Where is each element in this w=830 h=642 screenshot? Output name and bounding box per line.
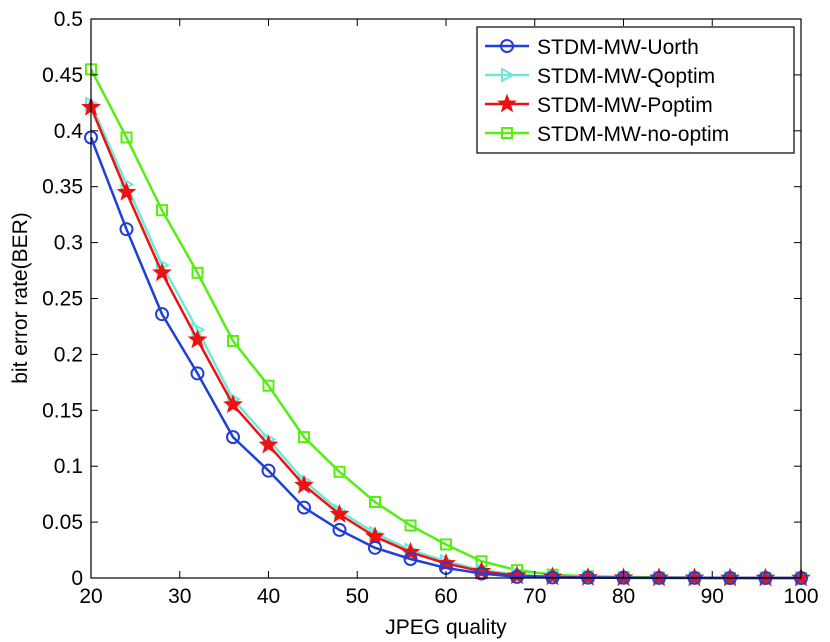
data-point <box>294 474 314 494</box>
legend-entry: STDM-MW-no-optim <box>485 123 729 146</box>
data-point <box>329 503 350 523</box>
data-point <box>298 431 310 444</box>
data-point <box>474 566 489 581</box>
data-point <box>368 540 382 555</box>
data-point <box>333 465 346 478</box>
y-tick-label: 0.1 <box>54 455 83 478</box>
y-tick-label: 0.2 <box>54 343 83 366</box>
data-point <box>227 334 239 347</box>
data-point <box>190 366 205 381</box>
x-tick-label: 30 <box>168 585 191 608</box>
legend-label: STDM-MW-no-optim <box>537 123 729 146</box>
data-point <box>332 522 347 537</box>
data-point <box>404 519 417 532</box>
y-axis-label: bit error rate(BER) <box>9 212 32 384</box>
legend-label: STDM-MW-Uorth <box>537 36 699 59</box>
legend-marker <box>497 93 517 113</box>
data-point <box>400 541 421 561</box>
x-axis-label: JPEG quality <box>385 616 507 639</box>
legend-marker <box>501 67 516 83</box>
data-point <box>152 262 172 282</box>
legend-label: STDM-MW-Qoptim <box>537 65 715 88</box>
axis-ticks: 20 30 40 50 60 70 80 90 100 0 0.05 0.1 0.15 0.2 0.25 0.… <box>42 8 818 608</box>
x-tick-label: 40 <box>257 585 280 608</box>
y-tick-label: 0.5 <box>54 8 83 31</box>
data-point <box>471 560 492 580</box>
data-point <box>510 569 524 584</box>
x-tick-label: 20 <box>79 585 102 608</box>
legend: STDM-MW-Uorth STDM-MW-Qoptim STDM-MW-Popti… <box>476 26 795 154</box>
legend-entry: STDM-MW-Qoptim <box>485 65 715 88</box>
data-point <box>155 307 169 322</box>
data-point <box>262 379 275 392</box>
x-tick-label: 80 <box>612 585 635 608</box>
data-point <box>403 551 418 566</box>
data-point <box>365 526 385 546</box>
data-point <box>156 204 168 217</box>
x-tick-label: 50 <box>346 585 369 608</box>
data-point <box>187 329 208 349</box>
data-point <box>119 222 134 237</box>
x-tick-label: 70 <box>523 585 546 608</box>
y-tick-label: 0 <box>71 567 83 590</box>
y-tick-label: 0.15 <box>42 399 83 422</box>
legend-marker <box>500 39 514 53</box>
y-tick-label: 0.05 <box>42 511 83 534</box>
legend-entry: STDM-MW-Uorth <box>485 36 699 59</box>
data-point <box>542 566 563 586</box>
y-tick-label: 0.4 <box>54 120 84 143</box>
x-tick-label: 90 <box>701 585 724 608</box>
data-point <box>261 463 276 478</box>
x-tick-label: 60 <box>434 585 457 608</box>
legend-label: STDM-MW-Poptim <box>537 94 713 117</box>
data-point <box>226 430 240 445</box>
legend-marker <box>501 127 513 139</box>
data-point <box>120 131 133 144</box>
x-tick-label: 100 <box>783 585 818 608</box>
data-point <box>258 434 279 454</box>
y-tick-label: 0.25 <box>42 288 83 311</box>
y-tick-label: 0.3 <box>54 232 83 255</box>
data-point <box>369 495 381 508</box>
y-tick-label: 0.35 <box>42 176 83 199</box>
legend-box <box>476 26 795 154</box>
data-point <box>116 181 137 201</box>
data-point <box>191 266 204 279</box>
data-point <box>223 394 243 414</box>
data-point <box>297 500 311 515</box>
data-point <box>507 565 527 585</box>
legend-entry: STDM-MW-Poptim <box>485 93 713 117</box>
y-tick-label: 0.45 <box>42 64 83 87</box>
data-point <box>440 538 452 551</box>
